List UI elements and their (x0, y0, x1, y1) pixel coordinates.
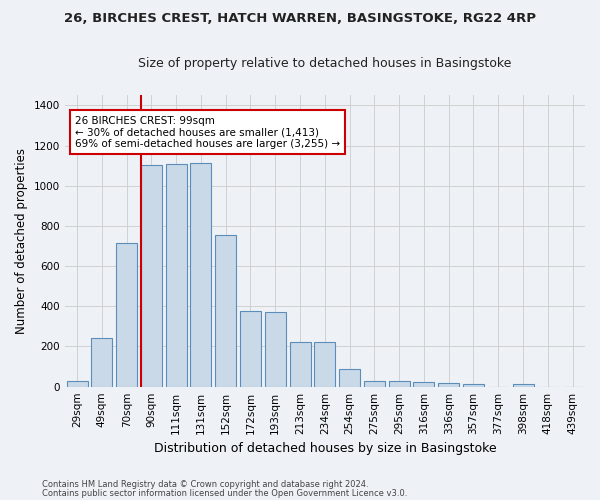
Bar (512, 384, 533, 386)
Bar (389, 381, 410, 386)
Bar (215, 235, 236, 386)
Bar (438, 383, 459, 386)
Y-axis label: Number of detached properties: Number of detached properties (15, 148, 28, 334)
Bar (413, 382, 434, 386)
Bar (240, 312, 261, 386)
Bar (190, 162, 211, 386)
Bar (339, 368, 360, 386)
X-axis label: Distribution of detached houses by size in Basingstoke: Distribution of detached houses by size … (154, 442, 496, 455)
Title: Size of property relative to detached houses in Basingstoke: Size of property relative to detached ho… (138, 58, 512, 70)
Bar (463, 384, 484, 386)
Bar (290, 342, 311, 386)
Text: Contains public sector information licensed under the Open Government Licence v3: Contains public sector information licen… (42, 488, 407, 498)
Text: 26, BIRCHES CREST, HATCH WARREN, BASINGSTOKE, RG22 4RP: 26, BIRCHES CREST, HATCH WARREN, BASINGS… (64, 12, 536, 26)
Bar (141, 164, 162, 386)
Bar (314, 342, 335, 386)
Bar (67, 380, 88, 386)
Bar (116, 243, 137, 386)
Text: Contains HM Land Registry data © Crown copyright and database right 2024.: Contains HM Land Registry data © Crown c… (42, 480, 368, 489)
Bar (91, 338, 112, 386)
Text: 26 BIRCHES CREST: 99sqm
← 30% of detached houses are smaller (1,413)
69% of semi: 26 BIRCHES CREST: 99sqm ← 30% of detache… (75, 116, 340, 149)
Bar (364, 381, 385, 386)
Bar (166, 164, 187, 386)
Bar (265, 312, 286, 386)
